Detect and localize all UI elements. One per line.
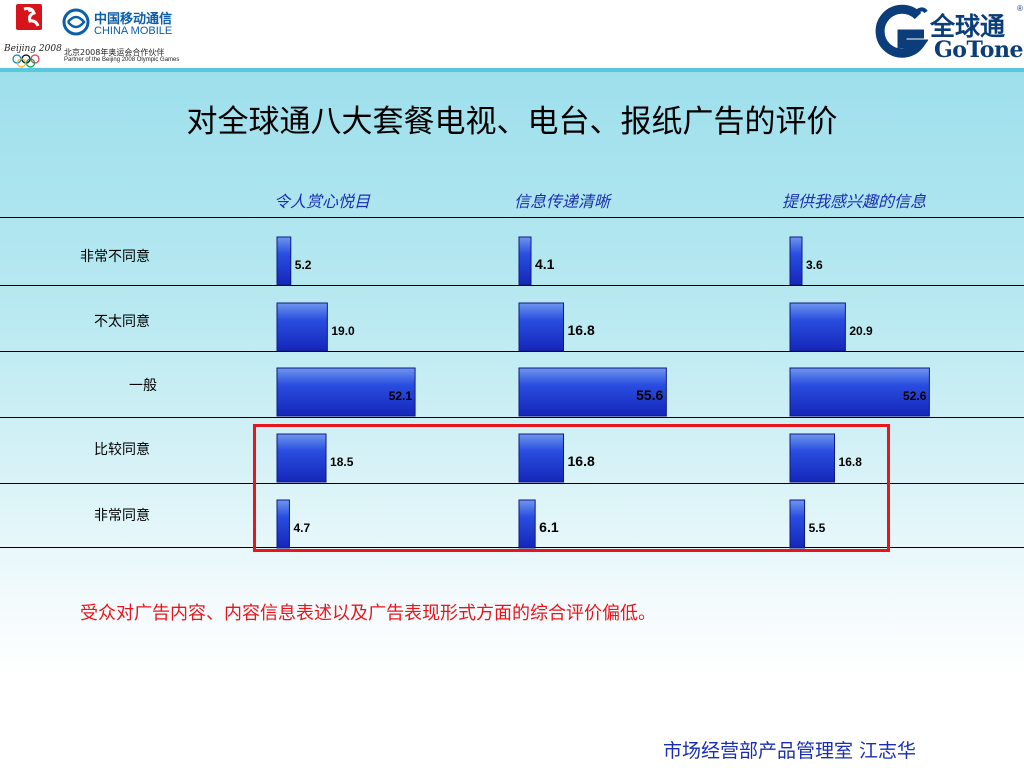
olympic-partner-cn: 北京2008年奥运会合作伙伴 [64, 48, 165, 57]
bar-value-label: 6.1 [539, 519, 559, 535]
china-mobile-cn: 中国移动通信 [94, 12, 173, 27]
bar [789, 367, 930, 417]
bar-value-label: 55.6 [636, 387, 663, 403]
row-separator [0, 217, 1024, 218]
bar-value-label: 16.8 [839, 455, 863, 469]
china-mobile-swirl-icon [62, 8, 90, 36]
bar-value-label: 52.1 [389, 389, 413, 403]
registered-mark: ® [1017, 4, 1023, 13]
column-header-pleasing: 令人赏心悦目 [274, 192, 371, 211]
beijing-olympic-logo: Beijing 2008 [4, 4, 62, 68]
header-divider [0, 68, 1024, 72]
bar [276, 367, 416, 417]
bars-group: 5.2 19.0 52.1 18.5 4.7 4.1 16.8 55.6 16.8 6.1 3.6 2… [276, 236, 930, 549]
bar [789, 499, 806, 549]
gotone-g-icon [875, 4, 928, 58]
olympic-emblem-icon [16, 4, 42, 30]
highlight-box [253, 424, 890, 552]
column-header-interesting-info: 提供我感兴趣的信息 [782, 192, 927, 211]
bar-value-label: 4.1 [535, 256, 555, 272]
bar-value-label: 16.8 [568, 322, 595, 338]
bar-value-label: 19.0 [331, 324, 355, 338]
bar-value-label: 3.6 [806, 258, 823, 272]
bar [276, 499, 290, 549]
bar [789, 236, 803, 286]
china-mobile-en: CHINA MOBILE [94, 25, 173, 37]
bar [789, 302, 846, 352]
gotone-logo: 全球通 GoTone ® [872, 4, 1023, 66]
bar [518, 367, 667, 417]
bar [276, 236, 292, 286]
bar-value-label: 18.5 [330, 455, 354, 469]
beijing-2008-text: Beijing 2008 [4, 44, 62, 54]
bar [518, 302, 565, 352]
page-title: 对全球通八大套餐电视、电台、报纸广告的评价 [186, 104, 838, 140]
gotone-cn: 全球通 [930, 12, 1006, 41]
bar [518, 236, 532, 286]
header-bar [0, 0, 1024, 68]
row-label-disagree: 不太同意 [94, 314, 150, 330]
olympic-partner-en: Partner of the Beijing 2008 Olympic Game… [64, 57, 180, 63]
china-mobile-logo: 中国移动通信 CHINA MOBILE [62, 8, 182, 40]
bar-value-label: 5.5 [809, 521, 826, 535]
row-separator [0, 351, 1024, 352]
gotone-en: GoTone [934, 37, 1023, 63]
footer-author: 市场经营部产品管理室 江志华 [663, 740, 917, 762]
row-separator [0, 483, 1024, 484]
olympic-rings-icon [12, 54, 40, 68]
column-header-clear-info: 信息传递清晰 [514, 192, 611, 211]
bar-value-label: 5.2 [295, 258, 312, 272]
row-label-agree: 比较同意 [94, 442, 150, 458]
row-separator [0, 417, 1024, 418]
bar [518, 433, 565, 483]
row-label-strongly-agree: 非常同意 [94, 508, 150, 524]
bar-value-label: 52.6 [903, 389, 927, 403]
row-label-strongly-disagree: 非常不同意 [80, 249, 150, 265]
row-separator [0, 547, 1024, 548]
bar [789, 433, 836, 483]
bar-value-label: 20.9 [849, 324, 873, 338]
bar [276, 433, 327, 483]
bar [518, 499, 536, 549]
row-label-neutral: 一般 [129, 378, 157, 394]
bar [276, 302, 328, 352]
bar-value-label: 4.7 [293, 521, 310, 535]
conclusion-text: 受众对广告内容、内容信息表述以及广告表现形式方面的综合评价偏低。 [80, 603, 656, 624]
row-separator [0, 285, 1024, 286]
bar-value-label: 16.8 [568, 453, 595, 469]
